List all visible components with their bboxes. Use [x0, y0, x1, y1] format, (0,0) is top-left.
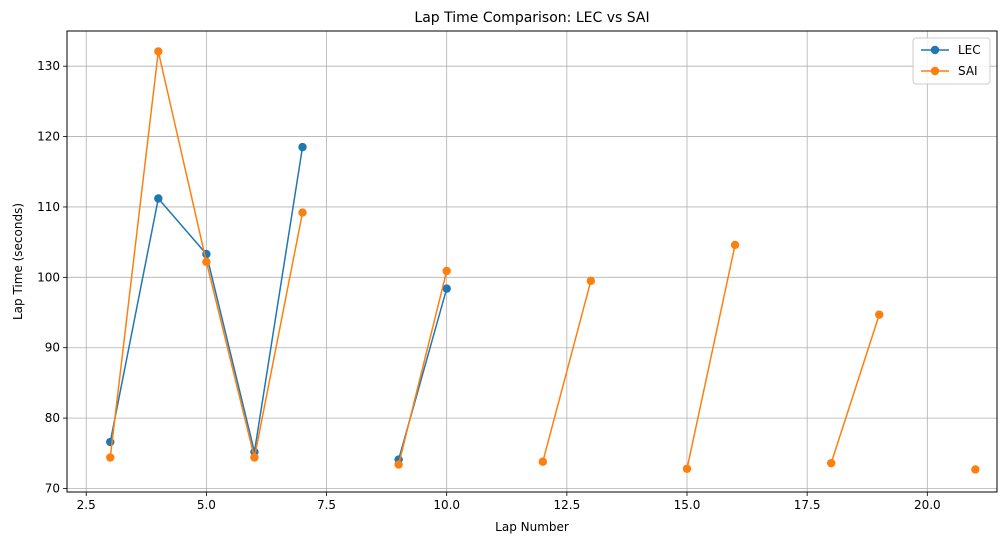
- x-tick-label: 7.5: [317, 498, 336, 512]
- grid: [67, 31, 997, 492]
- series-sai-point: [298, 208, 307, 217]
- series-sai-point: [154, 47, 163, 56]
- plot-frame: [66, 30, 998, 493]
- y-tick-label: 130: [37, 59, 60, 73]
- series-lec-point: [442, 284, 451, 293]
- series-sai-line: [542, 280, 592, 462]
- x-tick-label: 5.0: [197, 498, 216, 512]
- x-tick-label: 17.5: [794, 498, 821, 512]
- y-tick-label: 100: [37, 270, 60, 284]
- series-sai-point: [202, 257, 211, 267]
- x-tick-label: 10.0: [433, 498, 460, 512]
- legend-marker-sai: [930, 66, 940, 76]
- y-tick-label: 70: [45, 481, 60, 495]
- series-sai-point: [394, 460, 403, 469]
- series-lec-point: [298, 142, 307, 152]
- series-sai-point: [106, 453, 115, 462]
- y-tick-label: 120: [37, 130, 60, 144]
- series-layer: [106, 47, 980, 474]
- series-sai: [106, 47, 980, 474]
- legend-label-sai: SAI: [958, 64, 978, 78]
- series-sai-line: [830, 314, 880, 464]
- y-tick-label: 90: [45, 341, 60, 355]
- x-tick-label: 15.0: [674, 498, 701, 512]
- series-sai-point: [730, 240, 740, 250]
- series-sai-point: [682, 464, 692, 473]
- series-sai-line: [686, 244, 736, 469]
- series-sai-point: [971, 465, 980, 474]
- x-tick-label: 20.0: [914, 498, 941, 512]
- series-lec-point: [106, 437, 115, 447]
- series-sai-line: [397, 270, 448, 465]
- series-sai-point: [875, 310, 884, 319]
- x-axis: 2.5 5.0 7.5 10.0 12.5 15.0 17.5 20.0: [77, 492, 941, 512]
- legend-label-lec: LEC: [958, 43, 981, 57]
- x-axis-label: Lap Number: [495, 520, 569, 534]
- series-sai-point: [250, 453, 259, 462]
- series-sai-point: [586, 276, 596, 286]
- legend: LEC SAI: [912, 37, 991, 85]
- y-tick-label: 110: [37, 200, 60, 214]
- series-sai-point: [442, 266, 451, 276]
- y-axis-label: Lap Time (seconds): [11, 203, 25, 320]
- series-sai-point: [826, 458, 836, 468]
- y-axis: 70 80 90 100 110 120 130: [37, 59, 67, 495]
- y-tick-label: 80: [45, 411, 60, 425]
- series-lec-point: [154, 194, 163, 203]
- x-tick-label: 2.5: [77, 498, 96, 512]
- series-sai-point: [538, 457, 548, 466]
- chart-title: Lap Time Comparison: LEC vs SAI: [414, 10, 649, 26]
- x-tick-label: 12.5: [553, 498, 580, 512]
- legend-marker-lec: [930, 45, 940, 55]
